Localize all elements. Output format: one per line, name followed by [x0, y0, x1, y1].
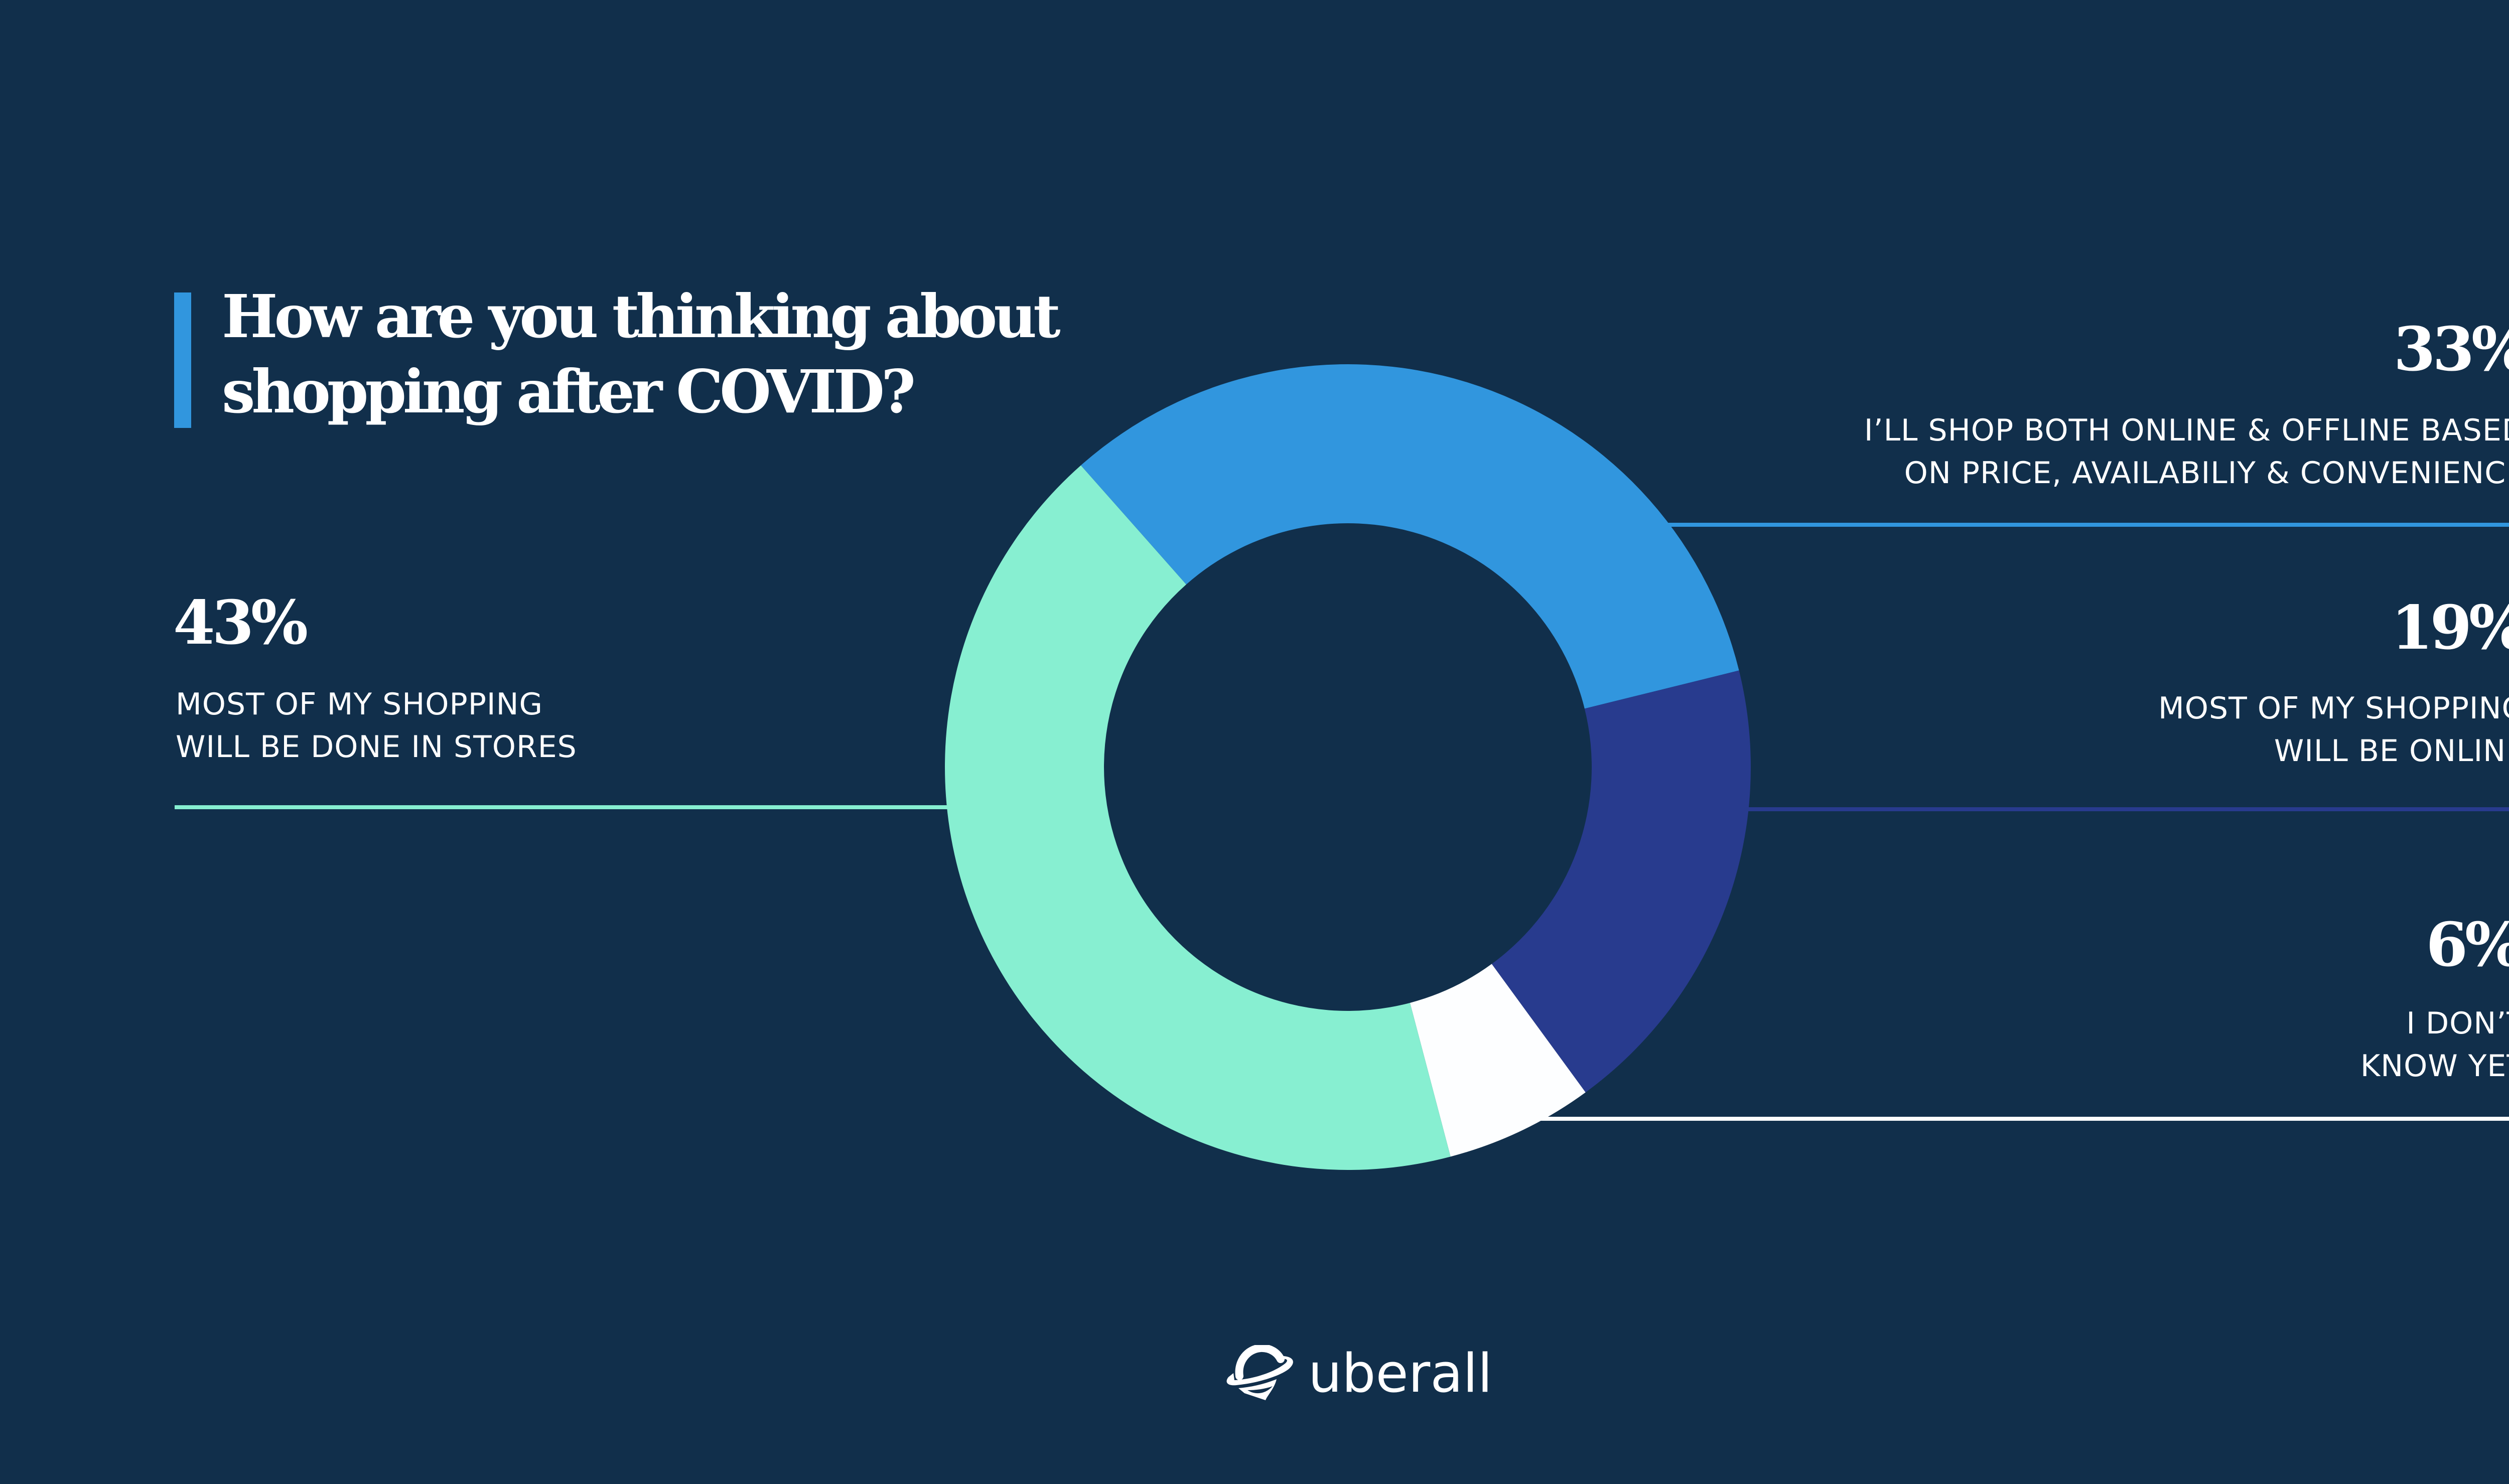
percent-label-dont-know: 6% [2426, 910, 2509, 980]
uberall-wordmark: uberall [1308, 1343, 1493, 1404]
callout-label-stores-line-1: MOST OF MY SHOPPING [176, 687, 543, 722]
callout-label-both-line-2: ON PRICE, AVAILABILIY & CONVENIENCE [1904, 456, 2509, 491]
callout-label-dont-know: I DON’T KNOW YET [2360, 1002, 2509, 1088]
callout-label-dont-know-line-1: I DON’T [2406, 1006, 2509, 1041]
title-accent-bar [174, 292, 191, 428]
callout-label-stores-line-2: WILL BE DONE IN STORES [176, 729, 577, 765]
percent-label-stores: 43% [173, 587, 308, 658]
donut-segment-stores [944, 465, 1451, 1170]
donut-segment-online [1491, 670, 1751, 1093]
callout-label-online-line-2: WILL BE ONLINE [2274, 733, 2509, 769]
chart-title-line-2: shopping after COVID? [222, 357, 916, 426]
uberall-logo: uberall [1224, 1344, 1492, 1404]
percent-label-both: 33% [2393, 314, 2509, 385]
chart-title: How are you thinking about shopping afte… [222, 279, 1061, 429]
callout-label-online: MOST OF MY SHOPPING WILL BE ONLINE [2158, 687, 2509, 773]
callout-label-both: I’LL SHOP BOTH ONLINE & OFFLINE BASED ON… [1864, 409, 2509, 495]
callout-label-dont-know-line-2: KNOW YET [2360, 1049, 2509, 1084]
donut-segment-both [1080, 364, 1739, 709]
callout-label-stores: MOST OF MY SHOPPING WILL BE DONE IN STOR… [176, 683, 577, 769]
leader-line-online [1741, 807, 2509, 811]
planet-pin-icon [1226, 1345, 1293, 1400]
chart-title-line-1: How are you thinking about [222, 281, 1061, 351]
donut-segment-dont-know [1410, 964, 1586, 1157]
callout-label-both-line-1: I’LL SHOP BOTH ONLINE & OFFLINE BASED [1864, 413, 2509, 448]
callout-label-online-line-1: MOST OF MY SHOPPING [2158, 691, 2509, 726]
leader-line-both [1666, 523, 2509, 527]
leader-line-dont-know [1536, 1117, 2509, 1121]
percent-label-online: 19% [2391, 592, 2509, 663]
leader-line-stores [175, 805, 952, 809]
